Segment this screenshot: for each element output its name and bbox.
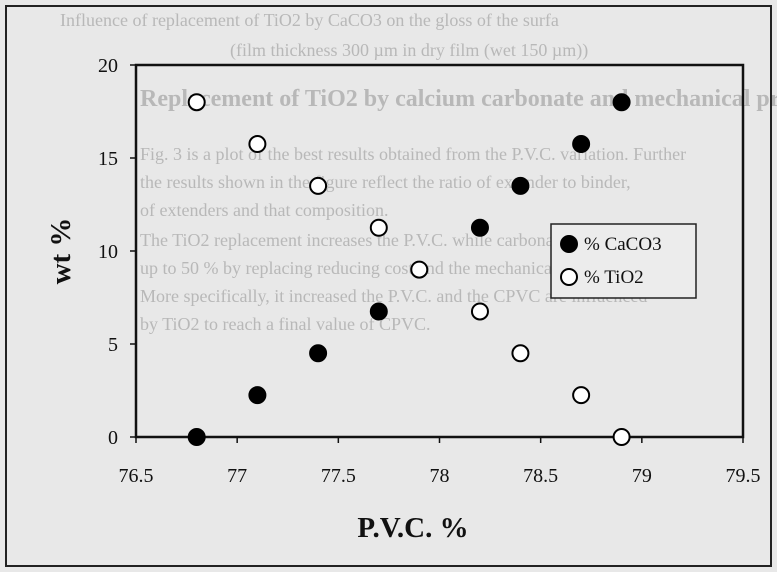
- legend: % CaCO3 % TiO2: [550, 223, 697, 299]
- background-line-1: Influence of replacement of TiO2 by CaCO…: [60, 10, 559, 30]
- data-point-tio2: [470, 302, 489, 321]
- legend-label-tio2: % TiO2: [584, 267, 644, 288]
- data-point-caco3: [511, 176, 530, 195]
- data-point-tio2: [248, 135, 267, 154]
- x-tick-label: 79: [632, 465, 652, 487]
- background-para-3: of extenders and that composition.: [140, 200, 388, 220]
- background-para-6: More specifically, it increased the P.V.…: [140, 286, 647, 306]
- data-point-tio2: [187, 93, 206, 112]
- axis-ticks: [130, 64, 744, 443]
- x-axis-label: P.V.C. %: [357, 512, 468, 544]
- background-para-2: the results shown in the figure reflect …: [140, 172, 631, 192]
- x-tick-label: 79.5: [726, 465, 761, 487]
- y-tick-label: 5: [108, 334, 118, 356]
- x-tick-label: 77: [227, 465, 247, 487]
- data-point-tio2: [309, 176, 328, 195]
- background-para-4: The TiO2 replacement increases the P.V.C…: [140, 230, 632, 250]
- background-para-5: up to 50 % by replacing reducing cost an…: [140, 258, 633, 278]
- background-document-text: Influence of replacement of TiO2 by CaCO…: [60, 10, 777, 334]
- x-tick-label: 76.5: [119, 465, 154, 487]
- data-point-tio2: [511, 344, 530, 363]
- background-para-7: by TiO2 to reach a final value of CPVC.: [140, 314, 430, 334]
- legend-box: [550, 223, 697, 299]
- x-tick-labels: 76.5 77 77.5 78 78.5 79 79.5: [119, 465, 761, 487]
- legend-label-caco3: % CaCO3: [584, 234, 662, 255]
- data-point-tio2: [612, 428, 631, 446]
- data-point-caco3: [369, 302, 388, 321]
- data-point-caco3: [187, 428, 206, 446]
- x-tick-label: 78: [430, 465, 450, 487]
- legend-marker-tio2: [560, 268, 578, 286]
- legend-marker-caco3: [560, 235, 578, 253]
- data-point-caco3: [612, 93, 631, 112]
- data-point-tio2: [410, 260, 429, 279]
- y-tick-label: 0: [108, 427, 118, 449]
- data-point-caco3: [309, 344, 328, 363]
- background-line-2: (film thickness 300 µm in dry film (wet …: [230, 40, 588, 61]
- data-point-caco3: [470, 218, 489, 237]
- x-tick-label: 78.5: [523, 465, 558, 487]
- background-para-1: Fig. 3 is a plot of the best results obt…: [140, 144, 686, 164]
- figure-frame: [5, 5, 772, 567]
- y-tick-label: 10: [98, 241, 118, 263]
- data-points: [187, 93, 631, 446]
- y-tick-labels: 0 5 10 15 20: [98, 55, 118, 449]
- y-tick-label: 15: [98, 148, 118, 170]
- data-point-caco3: [248, 386, 267, 405]
- background-heading: Replacement of TiO2 by calcium carbonate…: [140, 86, 777, 112]
- data-point-tio2: [572, 386, 591, 405]
- data-point-caco3: [572, 135, 591, 154]
- x-tick-label: 77.5: [321, 465, 356, 487]
- y-tick-label: 20: [98, 55, 118, 77]
- data-point-tio2: [369, 218, 388, 237]
- y-axis-label: wt %: [45, 218, 77, 285]
